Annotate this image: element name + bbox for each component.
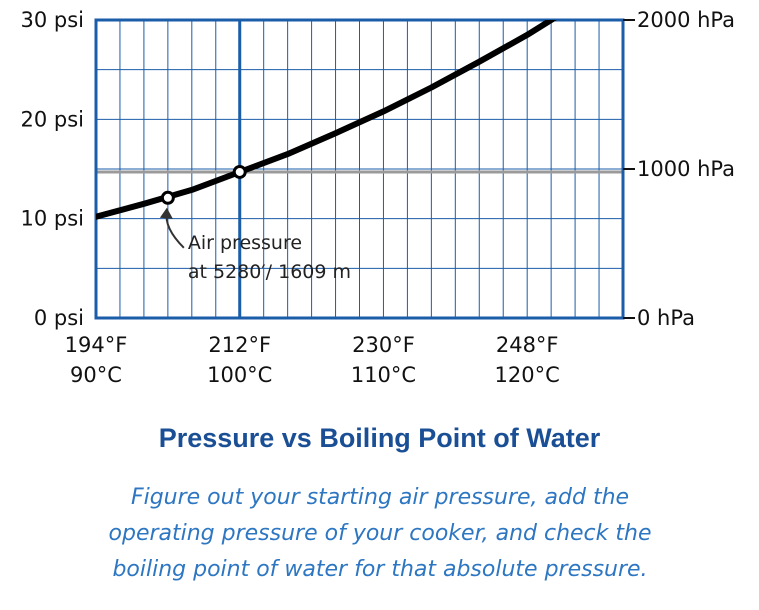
x-tick-label-f: 230°F [352, 333, 415, 357]
curve-layer [96, 20, 557, 220]
annotation: Air pressure at 5280′/ 1609 m [159, 207, 351, 283]
caption: Figure out your starting air pressure, a… [60, 480, 700, 588]
y-tick-label: 0 psi [34, 306, 84, 330]
marker-points [160, 164, 247, 205]
caption-line-3: boiling point of water for that absolute… [112, 557, 648, 582]
x-tick-label-f: 194°F [65, 333, 128, 357]
x-tick-label-c: 120°C [495, 363, 560, 387]
pressure-boiling-chart: 0 psi 10 psi 20 psi 30 psi 0 hPa 1000 hPa 2000… [20, 8, 735, 387]
curve-marker-point [232, 164, 247, 179]
y2-tick-label: 0 hPa [637, 306, 695, 330]
chart-title: Pressure vs Boiling Point of Water [158, 423, 601, 453]
caption-line-1: Figure out your starting air pressure, a… [130, 485, 630, 510]
y2-tick-label: 2000 hPa [637, 8, 735, 32]
y-tick-label: 30 psi [20, 8, 84, 32]
x-tick-label-f: 212°F [208, 333, 271, 357]
x-tick-label-f: 248°F [496, 333, 559, 357]
x-tick-label-c: 90°C [70, 363, 122, 387]
x-tick-label-c: 110°C [351, 363, 416, 387]
annotation-label: at 5280′/ 1609 m [188, 261, 351, 283]
grid [96, 20, 623, 318]
y2-tick-label: 1000 hPa [637, 157, 735, 181]
boiling-point-curve [96, 20, 557, 220]
curve-marker-point [160, 190, 175, 205]
annotation-arrowhead [159, 207, 173, 219]
caption-line-2: operating pressure of your cooker, and c… [108, 521, 652, 546]
y-tick-label: 10 psi [20, 207, 84, 231]
y-tick-label: 20 psi [20, 107, 84, 131]
axis-labels: 0 psi 10 psi 20 psi 30 psi 0 hPa 1000 hPa 2000… [20, 8, 735, 387]
x-tick-label-c: 100°C [207, 363, 272, 387]
annotation-label: Air pressure [188, 232, 302, 254]
